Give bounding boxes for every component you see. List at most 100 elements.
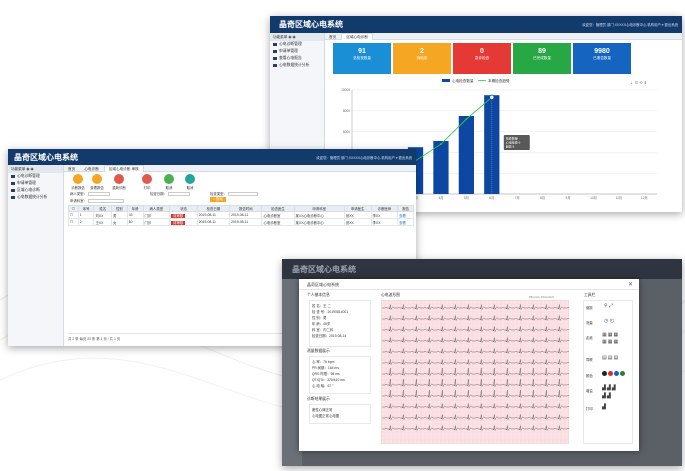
sidebar: 功能菜单 ◉ ◉ 心电诊断管理 申请单管理 区域心电诊断 心电数据统计分析: [8, 165, 64, 346]
diagnose-report-button[interactable]: 诊断报告: [70, 174, 86, 190]
chart-tool-icons: ⇣ ☰ ⟲ ⬇: [630, 80, 647, 85]
color-blue-icon[interactable]: [614, 371, 620, 376]
filter-exam-type-select[interactable]: [227, 192, 258, 197]
tab-home[interactable]: 首页: [329, 35, 337, 39]
y-tick-label: 10000: [341, 88, 350, 92]
sidebar-item-requests[interactable]: 申请单管理: [8, 180, 63, 187]
row-checkbox[interactable]: ☐: [68, 218, 79, 226]
stat-card-pending[interactable]: 2 待检查: [393, 43, 451, 74]
cell: 男: [111, 211, 128, 219]
stat-card-total[interactable]: 91 总检查数量: [333, 43, 391, 74]
print-icon[interactable]: ▟: [602, 404, 606, 410]
view-link[interactable]: 查看: [397, 211, 414, 219]
legend-label-line: 本期检查趋势: [488, 78, 510, 83]
ecg-lead-trace: [382, 425, 569, 432]
layout-icon[interactable]: ▦▦▦: [602, 332, 620, 338]
cancel-button[interactable]: 取消: [182, 174, 198, 190]
color-black-icon[interactable]: [602, 371, 607, 376]
chart-toolbar-icons[interactable]: ⇣ ☰ ⟲ ⬇: [630, 80, 647, 85]
cell: 李XX: [370, 218, 399, 226]
tooltip-line: 趋势:9: [506, 144, 515, 149]
zoom-icon[interactable]: ⚲ ⤢: [604, 303, 614, 309]
tool-gain-label: 增益: [586, 389, 593, 393]
ecg-bg-titlebar: 晶奇区域心电系统: [282, 259, 682, 279]
filter-apply-dept-input[interactable]: [87, 199, 124, 204]
ecg-waveform[interactable]: [381, 300, 569, 444]
ecg-axis: 心 电 轴：67 °: [312, 384, 334, 388]
x-tick-label: 8月: [540, 196, 545, 200]
filter-dept-label: 检查类型：: [210, 192, 227, 196]
color-swatches[interactable]: [602, 371, 626, 377]
x-tick-label: 7月: [515, 196, 520, 200]
filter-patient-type-select[interactable]: [87, 192, 110, 197]
search-button[interactable]: ⌕ 查询: [210, 197, 226, 202]
sidebar-item-regional[interactable]: 区域心电诊断: [8, 187, 63, 194]
x-tick-label: 6月: [489, 196, 494, 200]
sidebar-header: 功能菜单 ◉ ◉: [270, 33, 324, 41]
y-tick-label: 8000: [343, 109, 350, 113]
gain-icon[interactable]: ▟▟: [602, 393, 612, 399]
legend-label-bars: 心电检查数量: [452, 78, 474, 83]
ecg-lead-trace: [382, 414, 569, 421]
sidebar-item-ecg-diagnosis[interactable]: 心电诊断管理: [8, 173, 63, 180]
pager[interactable]: 共 2 条 每页 20 条 第 1 页 / 共 1 页: [68, 333, 414, 343]
tab-regional-diagnosis[interactable]: 区域心电诊断: [341, 33, 373, 40]
measure-icon[interactable]: ◷ ◴: [604, 318, 615, 324]
sidebar-item-statistics[interactable]: 心电数据统计分析: [8, 194, 63, 201]
color-green-icon[interactable]: [620, 371, 626, 376]
ecg-lead-trace: [382, 326, 569, 333]
filter-date-input[interactable]: [167, 192, 190, 197]
row-checkbox[interactable]: ☐: [68, 211, 79, 219]
ecg-lead-trace: [382, 403, 569, 410]
table-row[interactable]: ☐ 2 王XX 女 50 门诊 待审核 2019-08-11 2019-08-1…: [68, 218, 414, 226]
cell: 张XX: [343, 218, 372, 226]
patient-age: 年 龄：46岁: [312, 322, 331, 326]
stat-card-emergency[interactable]: 0 急诊检查: [453, 43, 511, 74]
user-info[interactable]: 欢迎您：管理员 部门:XXXXX心电诊断中心 机构用户 ▾ 退出系统: [316, 156, 412, 160]
ecg-lead-trace: [382, 348, 569, 355]
sidebar-item-ecg-diagnosis[interactable]: 心电诊断管理: [270, 41, 324, 48]
search-icon: ⌕: [213, 197, 215, 201]
stat-card-reported[interactable]: 9980 已报告数量: [573, 43, 631, 74]
ecg-lead-trace: [382, 337, 569, 344]
tab-regional-review[interactable]: 区域心电诊断-审核: [103, 165, 144, 172]
user-info[interactable]: 欢迎您：管理员 部门:XXXXX心电诊断中心 机构用户 ▾ 退出系统: [582, 23, 678, 27]
print-button[interactable]: 打印: [139, 174, 155, 190]
lead-icon[interactable]: ▤▤▤: [602, 355, 620, 361]
sidebar-header: 功能菜单 ◉ ◉: [8, 165, 63, 173]
view-link[interactable]: 查看: [397, 218, 414, 226]
color-red-icon[interactable]: [608, 371, 614, 376]
tab-home[interactable]: 首页: [68, 167, 76, 171]
filter-patient-type-label: 病人类型：: [70, 192, 87, 196]
layout-icon[interactable]: ▦▦▦: [602, 339, 620, 345]
sidebar-item-statistics[interactable]: 心电数据统计分析: [270, 62, 324, 69]
x-tick-label: 11月: [616, 196, 623, 200]
view-report-button[interactable]: 查看报告: [89, 174, 105, 190]
sidebar-item-reports[interactable]: 查看心电报告: [270, 55, 324, 62]
highlight-point: [489, 94, 495, 100]
gain-icon[interactable]: ▟▟▟: [602, 385, 617, 391]
diagnosis-panel: 窦性心律正常 心电图正常心电图: [309, 404, 371, 424]
patient-exam-id: 检 查 号：20190814001: [312, 310, 349, 314]
save-icon: [185, 174, 195, 184]
tab-diagnosis[interactable]: 心电诊断: [84, 167, 99, 171]
stat-card-completed[interactable]: 89 已完成数量: [513, 43, 571, 74]
close-icon[interactable]: ✕: [627, 282, 633, 288]
app-title: 晶奇区域心电系统: [292, 265, 356, 274]
ecg-viewer-window: 晶奇区域心电系统 晶奇区域心电系统 ✕ 个人基本信息 姓 名：王 二 检 查 号…: [282, 259, 682, 466]
refresh-button[interactable]: 取消: [161, 174, 177, 190]
status-badge: 待审核: [169, 211, 198, 219]
tooltip-title: 检查数量: [506, 136, 518, 141]
diagnosis-line: 心电图正常心电图: [312, 414, 340, 418]
rediagnose-button[interactable]: 重新诊断: [111, 174, 127, 190]
cell: 心电诊断室: [261, 211, 295, 219]
chart-icon: [11, 195, 15, 199]
bar: [458, 116, 474, 194]
sidebar-item-requests[interactable]: 申请单管理: [270, 48, 324, 55]
tooltip: [503, 135, 530, 150]
trend-point: [440, 143, 442, 145]
cell: 2019-08-11: [196, 211, 231, 219]
diagnosis-line: 窦性心律正常: [312, 408, 333, 412]
trend-point: [465, 118, 468, 121]
table-row[interactable]: ☐ 1 刘XX 男 43 门诊 待审核 2019-08-11 2019-08-1…: [68, 211, 414, 219]
